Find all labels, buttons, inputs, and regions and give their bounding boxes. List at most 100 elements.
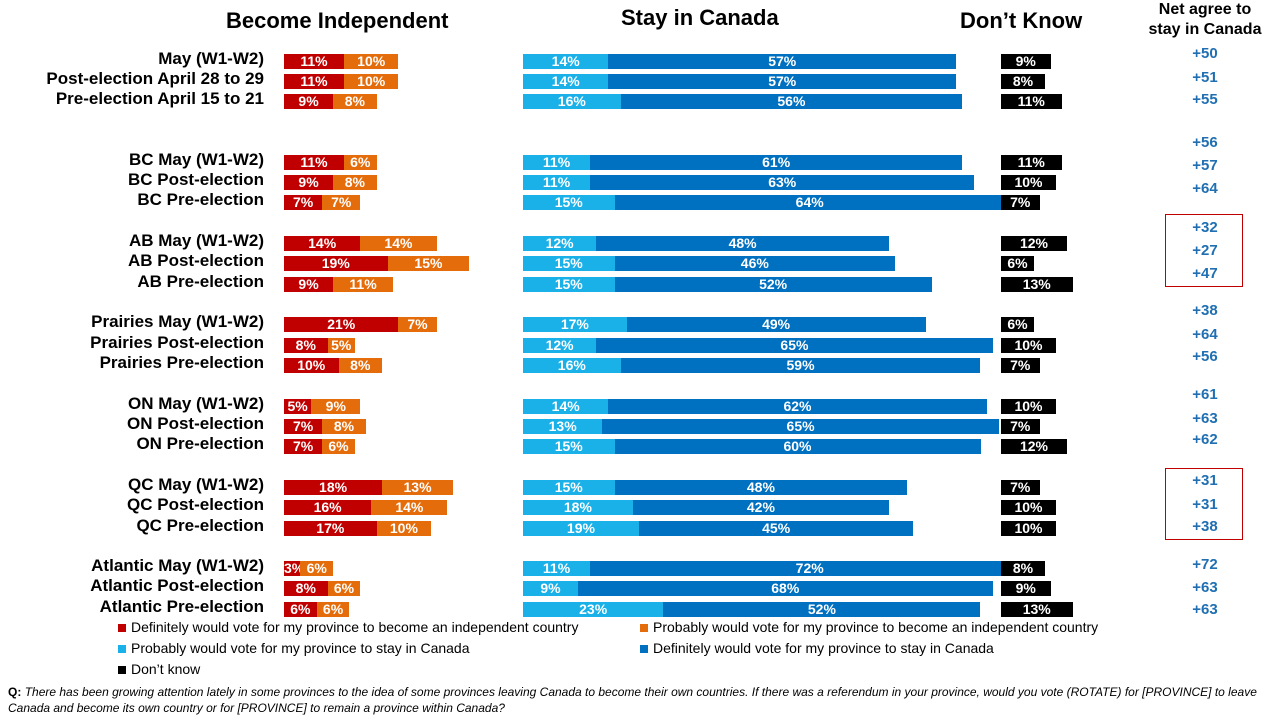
bar-probably-leave: 7%: [322, 195, 361, 210]
bar-probably-leave: 6%: [300, 561, 334, 576]
bar-probably-leave: 8%: [333, 94, 377, 109]
bar-dont-know: 10%: [1001, 175, 1056, 190]
bar-dont-know: 13%: [1001, 277, 1073, 292]
net-agree-value: +51: [1192, 69, 1218, 86]
row-label: Post-election April 28 to 29: [46, 69, 264, 88]
bar-probably-stay: 17%: [523, 317, 627, 332]
bar-probably-leave: 14%: [371, 500, 448, 515]
bar-dont-know: 7%: [1001, 195, 1040, 210]
dont-know-header: Don’t Know: [960, 8, 1083, 33]
bar-definitely-leave: 11%: [284, 155, 344, 170]
bar-probably-leave: 8%: [322, 419, 366, 434]
legend-swatch-dont-know: [118, 666, 126, 674]
bar-probably-stay: 15%: [523, 439, 615, 454]
bar-probably-stay: 12%: [523, 236, 597, 251]
row-label: Prairies May (W1-W2): [91, 312, 264, 331]
bar-definitely-stay: 52%: [663, 602, 981, 617]
qc-highlight-box: [1165, 468, 1243, 540]
bar-probably-leave: 7%: [398, 317, 437, 332]
bar-probably-stay: 12%: [523, 338, 597, 353]
footnote-prefix: Q:: [8, 685, 22, 699]
bar-probably-stay: 15%: [523, 480, 615, 495]
net-agree-header-line2: stay in Canada: [1148, 21, 1262, 38]
bar-definitely-leave: 9%: [284, 277, 334, 292]
net-agree-value: +50: [1192, 45, 1218, 62]
bar-definitely-stay: 65%: [602, 419, 999, 434]
bar-dont-know: 8%: [1001, 74, 1045, 89]
bar-probably-stay: 13%: [523, 419, 603, 434]
bar-definitely-stay: 42%: [632, 500, 889, 515]
bar-probably-leave: 6%: [322, 439, 355, 454]
stay-in-canada-header: Stay in Canada: [621, 5, 779, 30]
row-label: BC Post-election: [127, 170, 264, 189]
bar-probably-leave: 10%: [376, 521, 432, 536]
legend-item-probably-leave: Probably would vote for my province to b…: [640, 618, 1098, 636]
legend-label-probably-stay: Probably would vote for my province to s…: [131, 640, 470, 656]
bar-definitely-stay: 52%: [614, 277, 932, 292]
ab-highlight-box: [1165, 214, 1243, 287]
bar-probably-stay: 9%: [523, 581, 578, 596]
row-label: Prairies Post-election: [90, 333, 264, 352]
bar-probably-leave: 11%: [333, 277, 393, 292]
bar-definitely-leave: 9%: [284, 175, 334, 190]
bar-probably-leave: 14%: [360, 236, 437, 251]
question-footnote: Q: There has been growing attention late…: [8, 684, 1268, 716]
bar-probably-leave: 8%: [333, 175, 377, 190]
net-agree-value: +62: [1192, 431, 1218, 448]
net-agree-value: +63: [1192, 410, 1218, 427]
bar-definitely-leave: 8%: [284, 581, 328, 596]
bar-probably-leave: 13%: [382, 480, 453, 495]
row-label: May (W1-W2): [158, 49, 264, 68]
row-label: AB May (W1-W2): [128, 231, 264, 250]
bar-definitely-stay: 63%: [590, 175, 975, 190]
bar-definitely-leave: 9%: [284, 94, 334, 109]
bar-probably-stay: 14%: [523, 54, 609, 69]
bar-definitely-stay: 68%: [577, 581, 993, 596]
net-agree-value: +64: [1192, 180, 1218, 197]
row-label: Prairies Pre-election: [99, 353, 264, 372]
bar-dont-know: 6%: [1001, 317, 1034, 332]
bar-dont-know: 10%: [1001, 338, 1056, 353]
net-agree-value: +38: [1192, 302, 1218, 319]
bar-dont-know: 9%: [1001, 581, 1051, 596]
net-agree-value: +63: [1192, 579, 1218, 596]
bar-probably-stay: 15%: [523, 277, 615, 292]
net-agree-value: +64: [1192, 326, 1218, 343]
bar-definitely-leave: 7%: [284, 419, 323, 434]
net-agree-header: Net agree to stay in Canada: [1140, 0, 1270, 40]
legend-label-definitely-leave: Definitely would vote for my province to…: [131, 619, 579, 635]
net-agree-value: +57: [1192, 157, 1218, 174]
bar-probably-leave: 10%: [343, 74, 399, 89]
bar-dont-know: 12%: [1001, 439, 1067, 454]
bar-definitely-leave: 7%: [284, 439, 323, 454]
bar-definitely-leave: 5%: [284, 399, 312, 414]
row-label: QC May (W1-W2): [128, 475, 264, 494]
bar-definitely-stay: 65%: [596, 338, 993, 353]
bar-definitely-leave: 21%: [284, 317, 399, 332]
bar-definitely-leave: 8%: [284, 338, 328, 353]
net-agree-value: +72: [1192, 556, 1218, 573]
bar-probably-stay: 15%: [523, 195, 615, 210]
bar-definitely-stay: 62%: [608, 399, 987, 414]
bar-definitely-stay: 57%: [608, 74, 957, 89]
row-label: Atlantic May (W1-W2): [91, 556, 264, 575]
bar-dont-know: 8%: [1001, 561, 1045, 576]
bar-dont-know: 6%: [1001, 256, 1034, 271]
bar-definitely-stay: 45%: [638, 521, 914, 536]
bar-probably-stay: 18%: [523, 500, 633, 515]
row-label: ON Pre-election: [136, 434, 264, 453]
bar-probably-stay: 16%: [523, 358, 621, 373]
legend-label-definitely-stay: Definitely would vote for my province to…: [653, 640, 994, 656]
net-agree-value: +31: [1192, 496, 1218, 513]
bar-probably-stay: 16%: [523, 94, 621, 109]
bar-definitely-leave: 19%: [284, 256, 388, 271]
row-label: ON May (W1-W2): [128, 394, 264, 413]
net-agree-value: +27: [1192, 242, 1218, 259]
row-label: AB Post-election: [127, 251, 264, 270]
bar-definitely-leave: 18%: [284, 480, 383, 495]
row-label: QC Pre-election: [136, 516, 264, 535]
bar-dont-know: 13%: [1001, 602, 1073, 617]
legend-swatch-definitely-leave: [118, 624, 126, 632]
bar-definitely-stay: 57%: [608, 54, 957, 69]
net-agree-value: +56: [1192, 134, 1218, 151]
